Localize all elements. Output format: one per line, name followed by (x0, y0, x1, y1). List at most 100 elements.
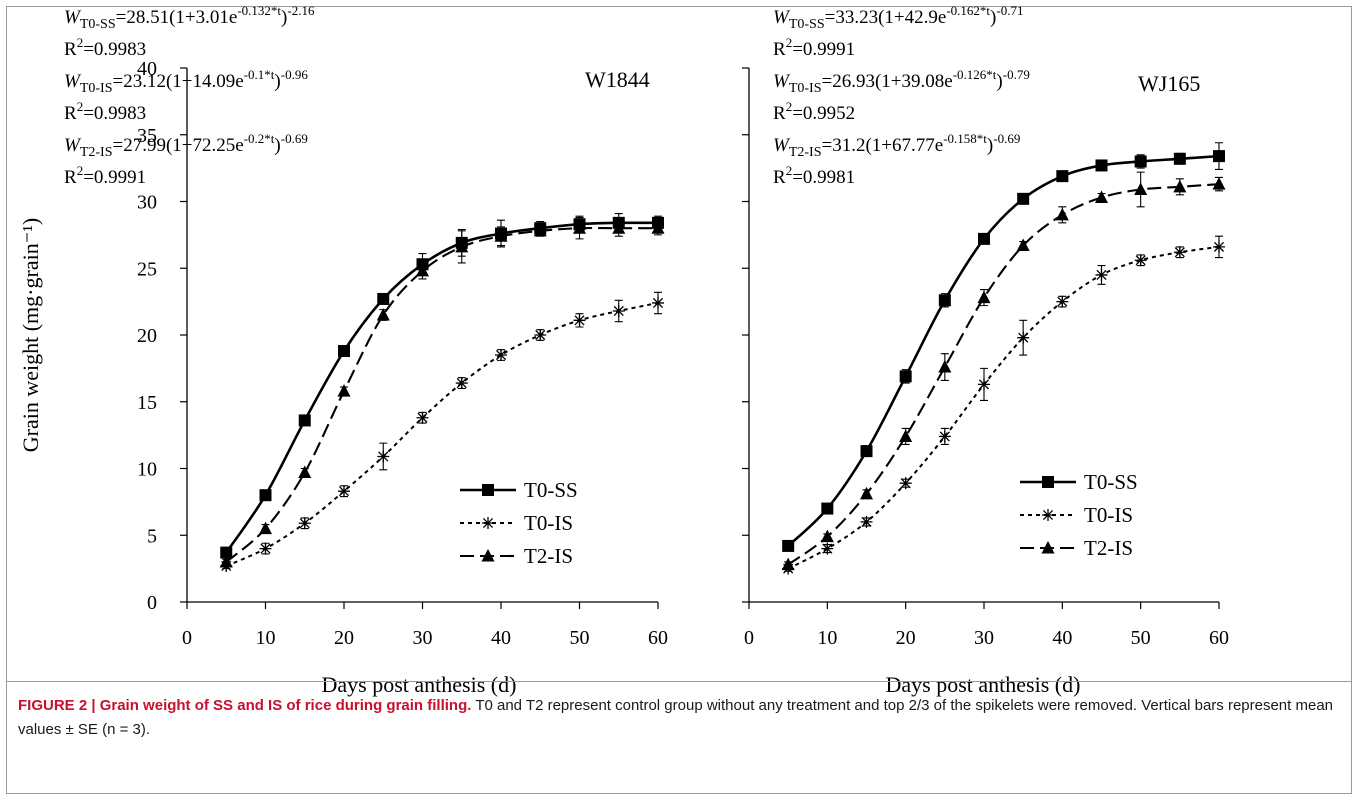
data-point (376, 307, 390, 321)
eq-var: W (773, 7, 791, 28)
eq-var: W (64, 135, 82, 156)
eq-body: =31.2(1+67.77e (822, 135, 944, 156)
y-tick-label: 0 (147, 592, 157, 614)
legend-marker (1042, 509, 1054, 521)
x-tick-label: 60 (648, 627, 668, 649)
fit-equation: WT0-SS=28.51(1+3.01e-0.132*t)-2.16 (64, 3, 315, 32)
series-line (225, 221, 659, 554)
eq-subscript: T0-IS (80, 81, 113, 96)
caption-title: FIGURE 2 | Grain weight of SS and IS of … (18, 697, 472, 714)
figure-frame (6, 6, 1352, 794)
panel-label: WJ165 (1138, 71, 1200, 96)
legend-label: T0-IS (524, 511, 573, 535)
eq-body: =28.51(1+3.01e (116, 7, 238, 28)
legend-marker (482, 484, 494, 496)
data-point (938, 360, 952, 373)
x-tick-label: 50 (1131, 627, 1151, 649)
r-squared: R2=0.9981 (773, 163, 855, 188)
y-tick-label: 10 (137, 459, 157, 481)
eq-exponent: -0.126*t (953, 67, 997, 82)
series-t2-is (219, 216, 665, 568)
legend-label: T2-IS (524, 544, 573, 568)
legend-label: T0-SS (1084, 470, 1138, 494)
x-tick-label: 50 (570, 627, 590, 649)
eq-body: =23.12(1+14.09e (113, 71, 244, 92)
data-point (1213, 150, 1225, 163)
legend-item: T0-IS (460, 511, 573, 535)
x-tick-label: 20 (334, 627, 354, 649)
y-tick-label: 40 (137, 58, 157, 80)
r2-superscript: 2 (77, 163, 84, 178)
data-point (1134, 254, 1147, 267)
eq-close: ) (996, 71, 1002, 92)
data-point (782, 539, 795, 552)
legend-label: T0-SS (524, 478, 578, 502)
data-point (1017, 331, 1030, 344)
data-point (1212, 177, 1226, 190)
data-point (259, 542, 272, 555)
y-tick-label: 30 (137, 192, 157, 214)
data-point (220, 546, 233, 559)
data-point (1095, 268, 1108, 281)
legend-label: T2-IS (1084, 536, 1133, 560)
legend-marker (1041, 541, 1055, 554)
fit-equation: WT0-IS=26.93(1+39.08e-0.126*t)-0.79 (773, 67, 1030, 96)
series-line (787, 154, 1220, 547)
r-squared: R2=0.9983 (64, 99, 146, 124)
r2-superscript: 2 (786, 35, 793, 50)
series-line (225, 301, 659, 567)
data-point (1134, 155, 1147, 168)
legend-item: T0-IS (1020, 503, 1133, 527)
y-axis-title: Grain weight (mg·grain⁻¹) (18, 218, 43, 452)
data-point (455, 239, 469, 253)
fit-equation: WT2-IS=31.2(1+67.77e-0.158*t)-0.69 (773, 131, 1020, 160)
legend-marker (481, 549, 495, 562)
data-point (899, 429, 913, 442)
eq-exponent: -0.69 (993, 131, 1020, 146)
panel-label: W1844 (585, 67, 650, 92)
data-point (978, 232, 990, 245)
legend-marker (1042, 476, 1054, 488)
data-point (416, 411, 429, 424)
data-point (1095, 190, 1108, 203)
data-point (573, 314, 586, 327)
series-t2-is (781, 171, 1226, 571)
eq-close: ) (274, 71, 280, 92)
eq-exponent: -0.71 (996, 3, 1023, 18)
data-point (494, 229, 508, 242)
data-point (416, 263, 429, 277)
x-tick-label: 30 (413, 627, 433, 649)
legend-label: T0-IS (1084, 503, 1133, 527)
eq-exponent: -0.158*t (943, 131, 987, 146)
fit-equation: WT2-IS=27.99(1+72.25e-0.2*t)-0.69 (64, 131, 308, 160)
data-point (259, 521, 272, 535)
fit-equation: WT0-SS=33.23(1+42.9e-0.162*t)-0.71 (773, 3, 1023, 32)
eq-exponent: -0.1*t (244, 67, 275, 82)
eq-var: W (64, 7, 82, 28)
data-point (977, 290, 991, 304)
data-point (219, 554, 233, 568)
r2-superscript: 2 (786, 163, 793, 178)
r2-label: R (773, 167, 786, 188)
legend-item: T0-SS (1020, 470, 1138, 494)
r2-label: R (773, 103, 786, 124)
eq-subscript: T0-SS (789, 17, 825, 32)
x-tick-label: 10 (256, 627, 276, 649)
legend-item: T0-SS (460, 478, 578, 502)
x-tick-label: 10 (817, 627, 837, 649)
r2-superscript: 2 (77, 35, 84, 50)
chart-panel-w1844: 0 5 10 15 20 25 30 35 40 0 10 20 30 40 50 60 Days post a… (18, 3, 668, 697)
y-tick-label: 15 (137, 392, 157, 414)
r-squared: R2=0.9983 (64, 35, 146, 60)
eq-var: W (773, 71, 791, 92)
data-point (495, 349, 507, 362)
eq-subscript: T2-IS (80, 145, 113, 160)
x-tick-label: 40 (1052, 627, 1072, 649)
data-point (1213, 240, 1225, 253)
r2-value: =0.9952 (792, 103, 855, 124)
x-tick-label: 40 (491, 627, 511, 649)
data-point (899, 370, 912, 383)
eq-exponent: -0.2*t (244, 131, 275, 146)
x-tick-label: 20 (896, 627, 916, 649)
